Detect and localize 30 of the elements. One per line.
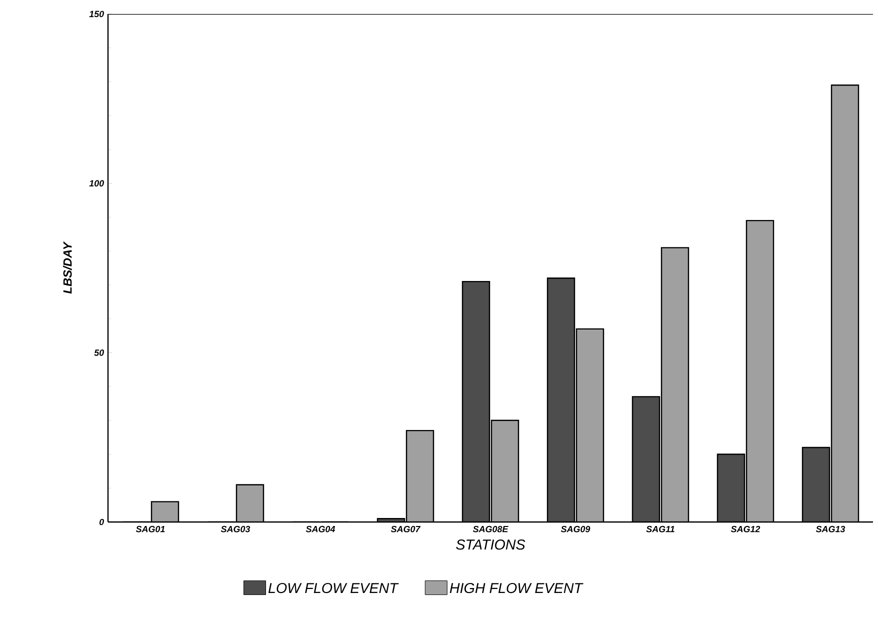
bar [548,278,575,522]
x-tick-label: SAG09 [560,526,590,532]
bar [830,84,860,522]
bar [576,328,604,522]
x-tick-label: SAG13 [816,526,846,532]
x-axis-title: STATIONS [456,540,526,550]
x-tick-label: SAG07 [390,526,421,532]
y-tick-label: 150 [89,10,104,18]
bar [491,420,518,522]
legend-label: HIGH FLOW EVENT [450,582,584,594]
y-axis-title: LBS/DAY [62,241,72,294]
bar [632,396,660,522]
y-tick-label: 100 [89,180,104,187]
x-tick-label: SAG01 [136,526,165,532]
x-tick-label: SAG03 [220,526,250,532]
bar [236,484,264,522]
y-tick-label: 0 [99,518,104,526]
bar [151,502,178,522]
bar [462,282,490,522]
bar [718,454,745,522]
bar [746,220,774,522]
bar [406,430,434,522]
x-tick-label: SAG08E [472,526,508,532]
x-tick-label: SAG04 [306,526,336,532]
legend-label: LOW FLOW EVENT [268,582,399,594]
bar [662,248,688,522]
y-tick-label: 50 [94,349,104,356]
x-tick-label: SAG12 [730,526,760,532]
bar [802,446,830,522]
x-tick-label: SAG11 [646,526,674,532]
